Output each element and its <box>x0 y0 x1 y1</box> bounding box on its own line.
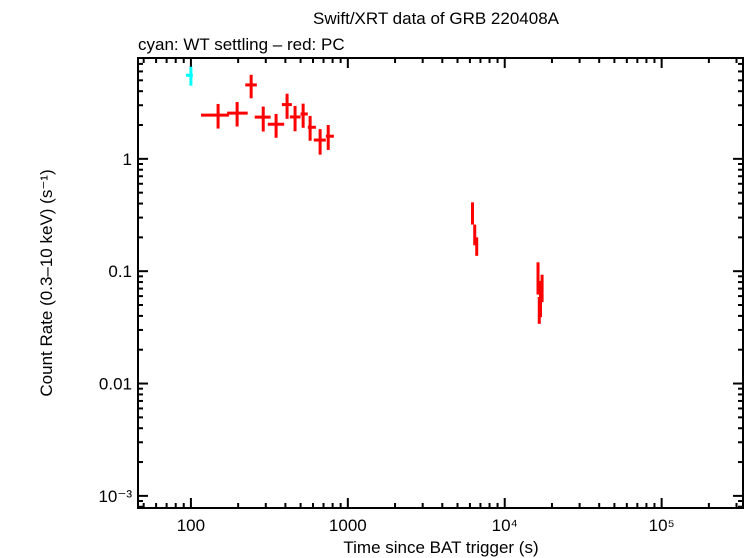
data-point <box>281 93 292 119</box>
chart-subtitle: cyan: WT settling – red: PC <box>138 35 345 54</box>
data-point <box>470 202 474 225</box>
tick-labels: 100 1000 10⁴ 10⁵ 1 0.1 0.01 10⁻³ <box>98 150 674 535</box>
data-point <box>537 296 541 324</box>
x-tick-label: 100 <box>177 516 205 535</box>
data-point <box>201 103 230 129</box>
x-tick-label: 1000 <box>329 516 367 535</box>
data-point <box>185 66 193 86</box>
plot-frame <box>137 57 744 509</box>
data-point <box>536 262 540 295</box>
y-axis-label: Count Rate (0.3–10 keV) (s⁻¹) <box>37 169 56 396</box>
x-tick-label: 10⁴ <box>492 516 518 535</box>
y-tick-label: 1 <box>123 150 132 169</box>
x-tick-label: 10⁵ <box>649 516 675 535</box>
data-point <box>289 105 301 132</box>
axis-ticks <box>138 58 743 508</box>
data-point <box>254 106 271 132</box>
data-point <box>267 113 285 138</box>
y-tick-label: 0.01 <box>99 375 132 394</box>
data-point <box>540 274 544 303</box>
y-tick-label: 10⁻³ <box>98 487 132 506</box>
data-point <box>227 101 248 127</box>
data-point <box>473 224 477 246</box>
data-point <box>313 129 326 155</box>
data-point <box>475 237 479 256</box>
data-point <box>245 74 257 99</box>
chart-title: Swift/XRT data of GRB 220408A <box>313 9 560 28</box>
data-points <box>185 66 544 324</box>
x-axis-label: Time since BAT trigger (s) <box>343 538 538 557</box>
data-point <box>325 125 334 150</box>
data-point <box>307 115 316 141</box>
data-point <box>300 103 308 128</box>
y-tick-label: 0.1 <box>108 262 132 281</box>
